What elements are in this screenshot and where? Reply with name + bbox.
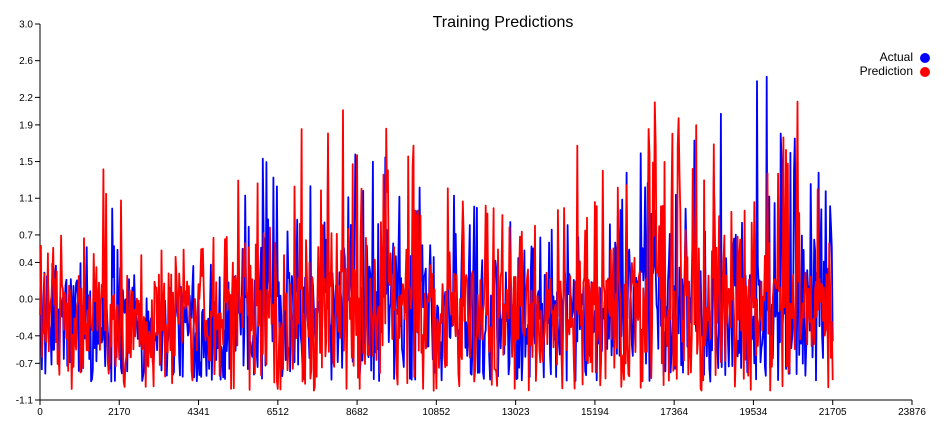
legend-marker-prediction — [920, 67, 930, 77]
legend: Actual Prediction — [860, 50, 930, 78]
x-tick-label: 10852 — [422, 407, 450, 418]
legend-marker-actual — [920, 53, 930, 63]
y-tick-label: 1.5 — [19, 157, 33, 168]
y-tick-label: -1.1 — [16, 396, 34, 407]
x-tick-label: 17364 — [660, 407, 688, 418]
x-tick-label: 21705 — [819, 407, 847, 418]
series-layer — [39, 75, 834, 392]
y-tick-label: 2.6 — [19, 56, 33, 67]
x-tick-label: 8682 — [346, 407, 369, 418]
legend-label-prediction: Prediction — [860, 64, 913, 78]
x-tick-label: 23876 — [898, 407, 926, 418]
x-tick-label: 13023 — [502, 407, 530, 418]
x-tick-label: 4341 — [187, 407, 210, 418]
legend-label-actual: Actual — [880, 50, 913, 64]
x-tick-label: 15194 — [581, 407, 609, 418]
x-tick-label: 2170 — [108, 407, 131, 418]
x-tick-label: 19534 — [740, 407, 768, 418]
series-line-prediction — [39, 100, 834, 392]
y-tick-label: -0.4 — [16, 331, 34, 342]
y-tick-label: 0.4 — [19, 258, 33, 269]
y-tick-label: 1.9 — [19, 120, 33, 131]
y-tick-label: 2.2 — [19, 93, 33, 104]
y-tick-label: 3.0 — [19, 20, 33, 31]
y-tick-label: 0.7 — [19, 230, 33, 241]
y-tick-label: 0.0 — [19, 295, 33, 306]
y-tick-label: -0.7 — [16, 359, 34, 370]
x-tick-label: 0 — [37, 407, 43, 418]
x-axis: 0 2170 4341 6512 8682 10852 13023 15194 17364 195… — [37, 399, 926, 418]
x-tick-label: 6512 — [267, 407, 290, 418]
chart-title: Training Predictions — [433, 14, 574, 31]
y-axis: 3.0 2.6 2.2 1.9 1.5 1.1 0.7 0.4 0.0 -0.4 -0.7 -1.1 — [16, 20, 41, 407]
y-tick-label: 1.1 — [19, 194, 33, 205]
